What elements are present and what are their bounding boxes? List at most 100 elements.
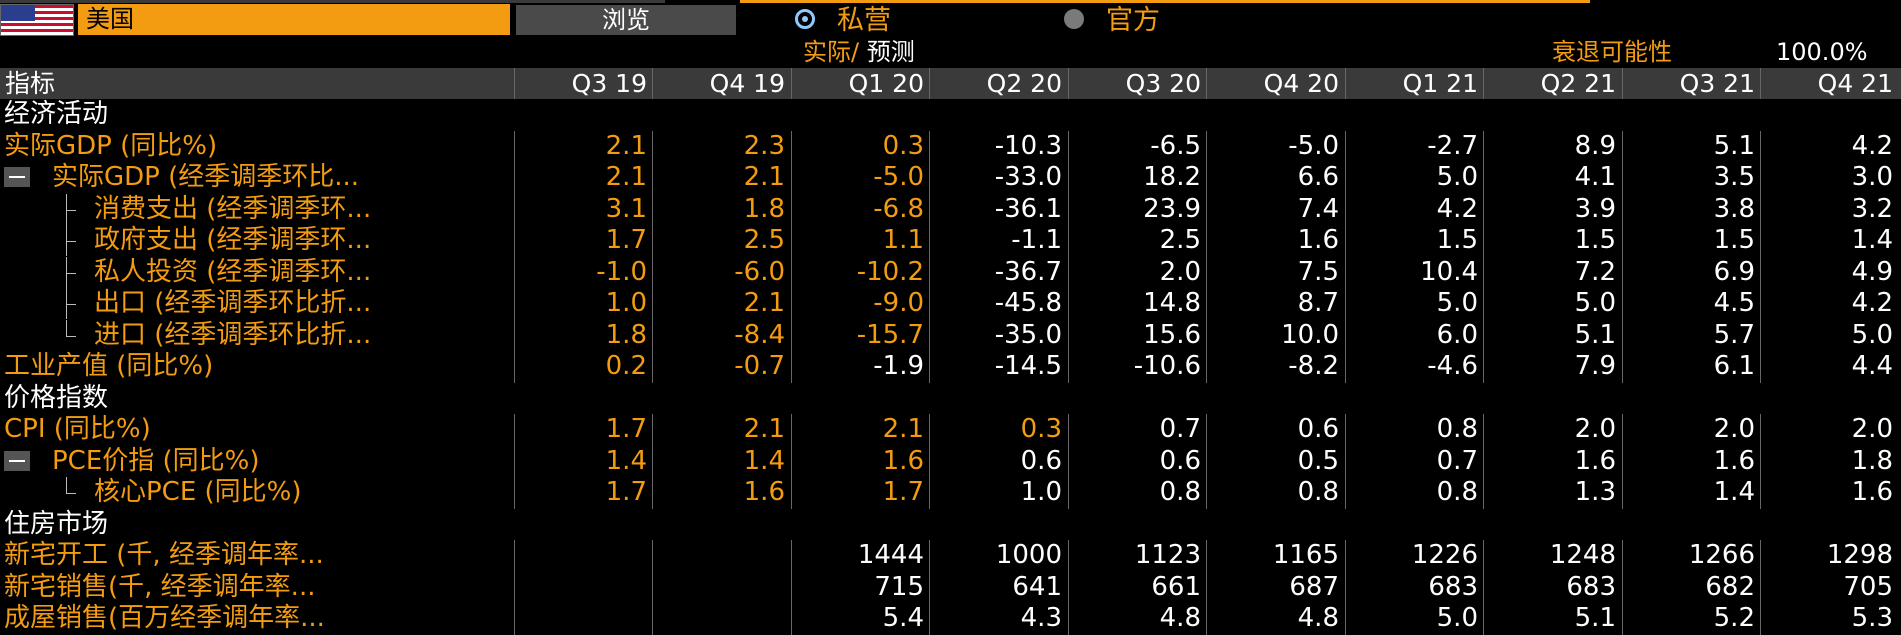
value-cell[interactable]: 1298	[1826, 540, 1893, 570]
value-cell[interactable]: 2.0	[1713, 414, 1755, 444]
value-cell[interactable]: 0.8	[1297, 477, 1339, 507]
value-cell[interactable]: 1248	[1549, 540, 1616, 570]
value-cell[interactable]: 0.2	[605, 351, 647, 381]
value-cell[interactable]: 10.4	[1420, 256, 1478, 287]
value-cell[interactable]: 1.5	[1436, 225, 1478, 255]
value-cell[interactable]: 1.8	[605, 319, 647, 350]
value-cell[interactable]: -5.0	[873, 162, 924, 192]
value-cell[interactable]: -15.7	[856, 319, 924, 350]
value-cell[interactable]: -0.7	[734, 351, 785, 381]
value-cell[interactable]: -2.7	[1427, 130, 1478, 161]
value-cell[interactable]: 7.2	[1574, 256, 1616, 287]
value-cell[interactable]: 4.4	[1851, 351, 1893, 381]
value-cell[interactable]: 8.7	[1297, 288, 1339, 318]
value-cell[interactable]: 715	[874, 571, 924, 602]
value-cell[interactable]: -9.0	[873, 288, 924, 318]
table-row[interactable]: 实际GDP (同比%) 2.1 2.3 0.3 -10.3 -6.5 -5.0 -2.7 8.9…	[0, 130, 1901, 162]
value-cell[interactable]: 4.3	[1020, 603, 1062, 633]
value-cell[interactable]: 1.4	[1713, 477, 1755, 507]
column-header[interactable]: Q3 20	[1125, 69, 1201, 98]
value-cell[interactable]: 1.5	[1574, 225, 1616, 255]
value-cell[interactable]: -36.7	[994, 256, 1062, 287]
value-cell[interactable]: -1.0	[596, 256, 647, 287]
table-row[interactable]: 实际GDP (经季调季环比... 2.1 2.1 -5.0 -33.0 18.2 6.6 5.…	[0, 162, 1901, 194]
table-row[interactable]: 成屋销售(百万经季调年率... 5.4 4.3 4.8 4.8 5.0 5.1 5.2 5.3	[0, 603, 1901, 635]
value-cell[interactable]: 5.0	[1436, 288, 1478, 318]
value-cell[interactable]: 7.9	[1574, 351, 1616, 381]
value-cell[interactable]: 5.0	[1574, 288, 1616, 318]
value-cell[interactable]: 2.5	[1159, 225, 1201, 255]
value-cell[interactable]: 0.7	[1159, 414, 1201, 444]
value-cell[interactable]: 682	[1705, 571, 1755, 602]
value-cell[interactable]: 1.6	[1851, 477, 1893, 507]
value-cell[interactable]: 0.3	[882, 130, 924, 161]
value-cell[interactable]: 0.8	[1159, 477, 1201, 507]
value-cell[interactable]: 5.4	[882, 603, 924, 633]
value-cell[interactable]: -5.0	[1288, 130, 1339, 161]
value-cell[interactable]: -8.4	[734, 319, 785, 350]
value-cell[interactable]: 14.8	[1143, 288, 1201, 318]
value-cell[interactable]: 1.4	[743, 445, 785, 476]
value-cell[interactable]: 1.7	[882, 477, 924, 507]
value-cell[interactable]: 6.0	[1436, 319, 1478, 350]
country-field[interactable]: 美国	[78, 4, 510, 35]
value-cell[interactable]: 2.3	[743, 130, 785, 161]
value-cell[interactable]: 1.0	[1020, 477, 1062, 507]
value-cell[interactable]: 4.8	[1297, 603, 1339, 633]
value-cell[interactable]: -10.3	[994, 130, 1062, 161]
value-cell[interactable]: 5.1	[1713, 130, 1755, 161]
value-cell[interactable]: 3.9	[1574, 193, 1616, 224]
column-header[interactable]: Q3 19	[571, 69, 647, 98]
value-cell[interactable]: 5.0	[1851, 319, 1893, 350]
value-cell[interactable]: 23.9	[1143, 193, 1201, 224]
value-cell[interactable]: 6.1	[1713, 351, 1755, 381]
table-row[interactable]: CPI (同比%) 1.7 2.1 2.1 0.3 0.7 0.6 0.8 2.0 2.0 2.0	[0, 414, 1901, 446]
value-cell[interactable]: 1165	[1272, 540, 1339, 570]
value-cell[interactable]: 1.4	[605, 445, 647, 476]
value-cell[interactable]: 2.1	[605, 130, 647, 161]
value-cell[interactable]: 2.1	[605, 162, 647, 192]
value-cell[interactable]: -6.8	[873, 193, 924, 224]
value-cell[interactable]: 5.0	[1436, 162, 1478, 192]
value-cell[interactable]: -45.8	[994, 288, 1062, 318]
value-cell[interactable]: 661	[1151, 571, 1201, 602]
table-row[interactable]: 消费支出 (经季调季环... 3.1 1.8 -6.8 -36.1 23.9 7.4 4.2 3…	[0, 193, 1901, 225]
value-cell[interactable]: 0.8	[1436, 477, 1478, 507]
value-cell[interactable]: 687	[1289, 571, 1339, 602]
value-cell[interactable]: 2.1	[882, 414, 924, 444]
value-cell[interactable]: 6.9	[1713, 256, 1755, 287]
value-cell[interactable]: 1123	[1134, 540, 1201, 570]
value-cell[interactable]: 4.5	[1713, 288, 1755, 318]
value-cell[interactable]: 683	[1566, 571, 1616, 602]
value-cell[interactable]: -10.6	[1133, 351, 1201, 381]
value-cell[interactable]: 5.0	[1436, 603, 1478, 633]
table-row[interactable]: 私人投资 (经季调季环... -1.0 -6.0 -10.2 -36.7 2.0 7.5 10…	[0, 256, 1901, 288]
table-row[interactable]: 工业产值 (同比%) 0.2 -0.7 -1.9 -14.5 -10.6 -8.2 -4.6 7…	[0, 351, 1901, 383]
value-cell[interactable]: 1.7	[605, 225, 647, 255]
value-cell[interactable]: 18.2	[1143, 162, 1201, 192]
value-cell[interactable]: 3.5	[1713, 162, 1755, 192]
value-cell[interactable]: 1266	[1688, 540, 1755, 570]
value-cell[interactable]: 2.5	[743, 225, 785, 255]
value-cell[interactable]: 1.7	[605, 477, 647, 507]
value-cell[interactable]: 7.5	[1297, 256, 1339, 287]
value-cell[interactable]: 1226	[1411, 540, 1478, 570]
collapse-icon[interactable]	[4, 167, 30, 187]
table-row[interactable]: 进口 (经季调季环比折... 1.8 -8.4 -15.7 -35.0 15.6 10.0 6…	[0, 319, 1901, 351]
value-cell[interactable]: 641	[1012, 571, 1062, 602]
value-cell[interactable]: 0.8	[1436, 414, 1478, 444]
value-cell[interactable]: 3.0	[1851, 162, 1893, 192]
table-row[interactable]: 出口 (经季调季环比折... 1.0 2.1 -9.0 -45.8 14.8 8.7 5.0 5…	[0, 288, 1901, 320]
value-cell[interactable]: 5.1	[1574, 603, 1616, 633]
column-header[interactable]: Q2 21	[1540, 69, 1616, 98]
value-cell[interactable]: 2.1	[743, 414, 785, 444]
table-row[interactable]: PCE价指 (同比%) 1.4 1.4 1.6 0.6 0.6 0.5 0.7 1.6 1.6 1.…	[0, 445, 1901, 477]
value-cell[interactable]: 8.9	[1574, 130, 1616, 161]
value-cell[interactable]: 1.7	[605, 414, 647, 444]
value-cell[interactable]: 705	[1843, 571, 1893, 602]
value-cell[interactable]: 5.1	[1574, 319, 1616, 350]
value-cell[interactable]: 1.1	[882, 225, 924, 255]
value-cell[interactable]: 4.2	[1851, 288, 1893, 318]
value-cell[interactable]: 1.6	[882, 445, 924, 476]
value-cell[interactable]: 1.4	[1851, 225, 1893, 255]
